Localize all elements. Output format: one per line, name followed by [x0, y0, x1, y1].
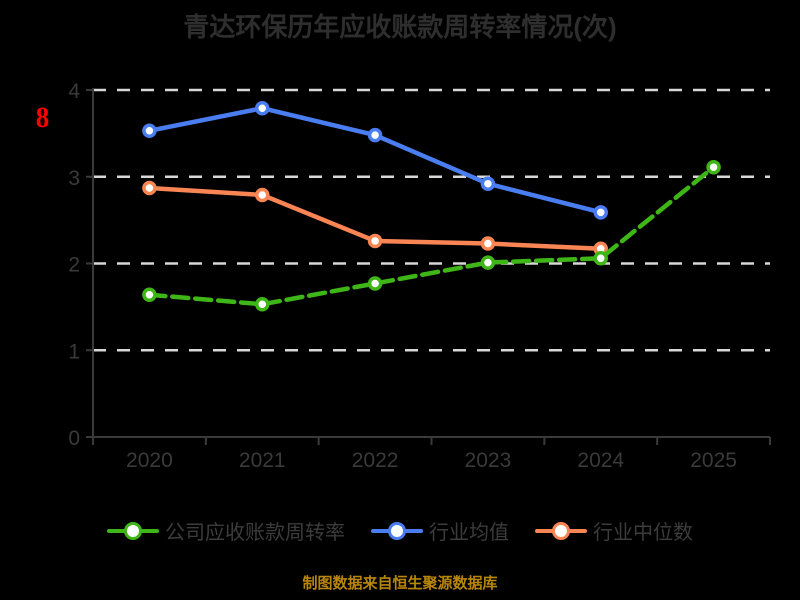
legend-marker-icon: [371, 519, 423, 543]
y-tick-label: 0: [68, 427, 80, 450]
chart-legend: 公司应收账款周转率 行业均值 行业中位数: [0, 516, 800, 545]
data-point[interactable]: [706, 159, 721, 175]
legend-marker-icon: [535, 519, 587, 543]
y-tick-label: 4: [68, 80, 80, 103]
data-point[interactable]: [255, 297, 270, 312]
legend-dot-icon: [124, 521, 142, 540]
x-tick-label: 2025: [690, 449, 737, 472]
data-point[interactable]: [367, 276, 383, 291]
data-point[interactable]: [480, 236, 496, 251]
legend-label: 行业中位数: [593, 522, 693, 544]
legend-item[interactable]: 行业中位数: [535, 516, 693, 545]
data-point[interactable]: [142, 287, 157, 302]
data-point[interactable]: [142, 123, 157, 139]
chart-title: 青达环保历年应收账款周转率情况(次): [183, 12, 617, 42]
y-tick-label: 2: [68, 254, 80, 277]
data-point[interactable]: [142, 180, 157, 196]
legend-label: 行业均值: [429, 522, 509, 544]
x-tick-label: 2023: [465, 449, 512, 472]
footer-note: 制图数据来自恒生聚源数据库: [302, 575, 498, 592]
data-point[interactable]: [480, 255, 496, 270]
series-line: [147, 164, 716, 307]
x-tick-label: 2022: [352, 449, 399, 472]
data-point[interactable]: [255, 100, 270, 116]
legend-marker-icon: [107, 519, 159, 543]
data-point[interactable]: [367, 233, 383, 249]
legend-item[interactable]: 行业均值: [371, 516, 509, 545]
data-point[interactable]: [480, 176, 496, 191]
series-line: [147, 105, 603, 215]
data-point[interactable]: [593, 251, 608, 266]
legend-dot-icon: [552, 521, 570, 540]
y-tick-label: 1: [68, 340, 80, 363]
watermark-logo: 8: [35, 101, 50, 134]
y-tick-label: 3: [68, 167, 80, 190]
x-tick-label: 2024: [577, 449, 624, 472]
legend-label: 公司应收账款周转率: [165, 522, 345, 544]
data-point[interactable]: [255, 187, 270, 203]
data-series-layer: [142, 100, 721, 312]
legend-dot-icon: [388, 521, 406, 540]
data-point[interactable]: [593, 205, 608, 220]
legend-item[interactable]: 公司应收账款周转率: [107, 516, 345, 545]
y-axis-ticks: 0 1 2 3 4: [68, 80, 93, 450]
data-point[interactable]: [367, 127, 383, 143]
gridlines: [93, 88, 770, 352]
x-tick-label: 2020: [126, 449, 173, 472]
x-axis-ticks: 2020 2021 2022 2023 2024 2025: [92, 437, 771, 472]
x-tick-label: 2021: [239, 449, 286, 472]
